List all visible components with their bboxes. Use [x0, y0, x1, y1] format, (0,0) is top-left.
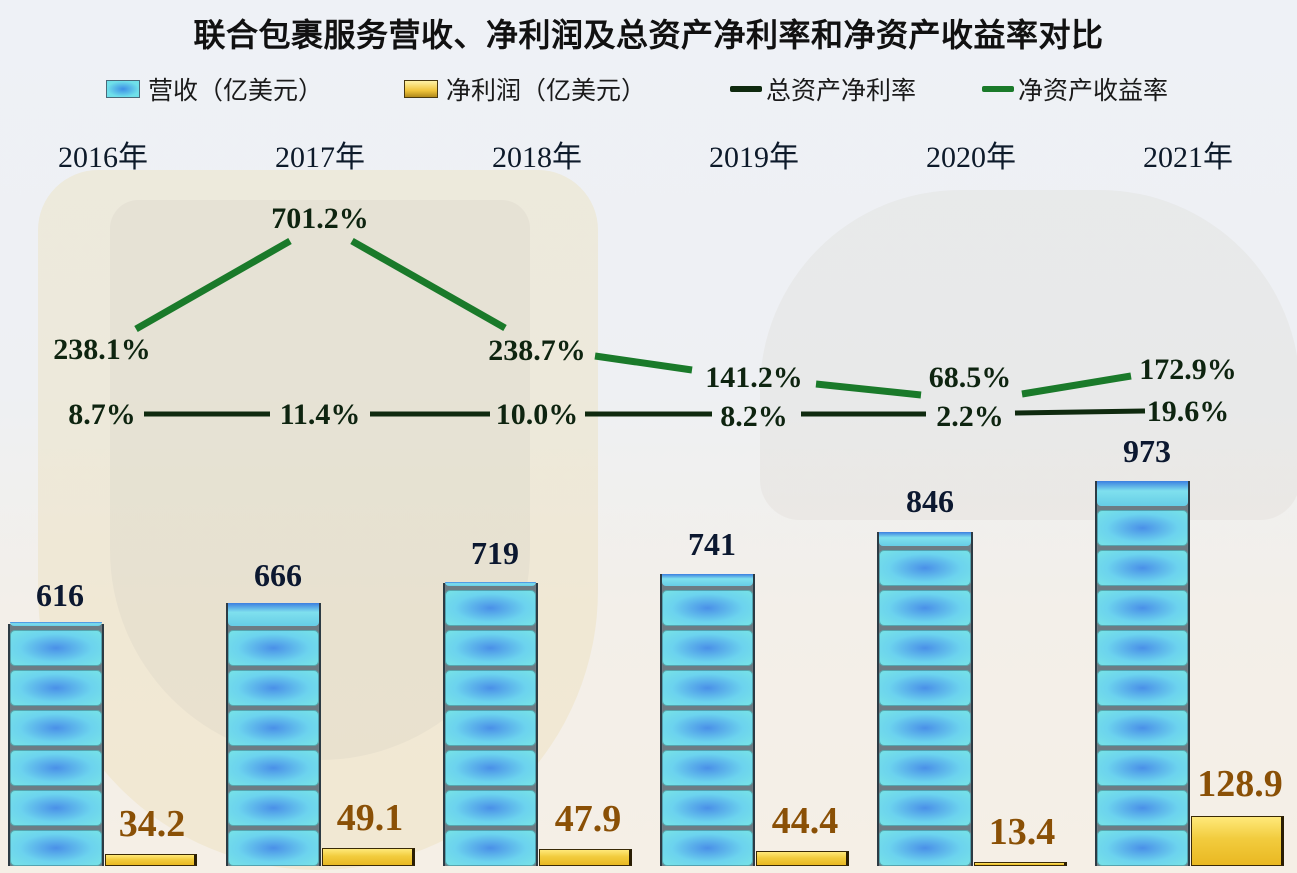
legend-item-revenue: 营收（亿美元） — [106, 72, 323, 106]
roe-label: 701.2% — [271, 202, 369, 235]
roa-label: 10.0% — [495, 398, 579, 431]
profit-bar-2021 — [1191, 816, 1284, 866]
legend-label: 营收（亿美元） — [148, 76, 324, 105]
revenue-value-label: 666 — [254, 557, 302, 593]
revenue-value-label: 719 — [471, 535, 519, 571]
roe-label: 238.7% — [488, 334, 586, 367]
roa-label: 8.2% — [720, 400, 788, 433]
revenue-bar-2020 — [877, 532, 973, 866]
roe-line — [134, 237, 1132, 399]
profit-swatch-icon — [404, 80, 438, 98]
profit-bar-2018 — [539, 849, 632, 866]
profit-bar-2016 — [105, 854, 197, 866]
roa-line — [144, 408, 1146, 417]
revenue-value-label: 741 — [688, 526, 736, 562]
roa-label: 8.7% — [68, 398, 136, 431]
roa-line-swatch-icon — [730, 86, 762, 92]
year-label: 2018年 — [492, 141, 582, 174]
legend-item-roa: 总资产净利率 — [730, 72, 916, 106]
roa-label: 2.2% — [936, 400, 1004, 433]
roe-label: 238.1% — [53, 333, 151, 366]
legend-item-roe: 净资产收益率 — [982, 72, 1168, 106]
revenue-bar-2019 — [660, 574, 755, 866]
year-label: 2017年 — [275, 141, 365, 174]
roa-label: 19.6% — [1146, 395, 1230, 428]
profit-value-label: 128.9 — [1197, 763, 1283, 805]
year-label: 2019年 — [709, 141, 799, 174]
legend-label: 总资产净利率 — [766, 76, 917, 105]
year-label: 2020年 — [926, 141, 1016, 174]
revenue-bar-2021 — [1095, 481, 1190, 866]
legend-label: 净资产收益率 — [1018, 76, 1169, 105]
legend: 营收（亿美元） 净利润（亿美元） 总资产净利率 净资产收益率 — [0, 72, 1297, 106]
profit-value-label: 49.1 — [336, 797, 404, 839]
profit-value-label: 13.4 — [988, 811, 1056, 853]
profit-value-label: 44.4 — [771, 800, 839, 842]
legend-label: 净利润（亿美元） — [446, 76, 647, 105]
roa-label: 11.4% — [279, 398, 361, 431]
background-airplane — [760, 190, 1297, 520]
revenue-swatch-icon — [106, 80, 140, 98]
profit-value-label: 47.9 — [554, 798, 622, 840]
roe-label: 172.9% — [1139, 353, 1237, 386]
profit-bar-2017 — [322, 848, 415, 866]
legend-item-profit: 净利润（亿美元） — [404, 72, 646, 106]
profit-value-label: 34.2 — [118, 803, 186, 845]
year-label: 2016年 — [58, 141, 148, 174]
roe-label: 68.5% — [928, 361, 1012, 394]
revenue-value-label: 616 — [36, 577, 84, 613]
revenue-value-label: 846 — [906, 483, 954, 519]
chart-title: 联合包裹服务营收、净利润及总资产净利率和净资产收益率对比 — [193, 16, 1104, 54]
roe-label: 141.2% — [705, 361, 803, 394]
profit-bar-2019 — [756, 851, 849, 866]
revenue-bar-2018 — [443, 582, 538, 866]
revenue-bar-2017 — [226, 603, 321, 866]
year-label: 2021年 — [1143, 141, 1233, 174]
profit-bar-2020 — [974, 862, 1067, 866]
roe-line-swatch-icon — [982, 86, 1014, 92]
revenue-value-label: 973 — [1123, 433, 1171, 469]
revenue-bar-2016 — [8, 622, 104, 866]
